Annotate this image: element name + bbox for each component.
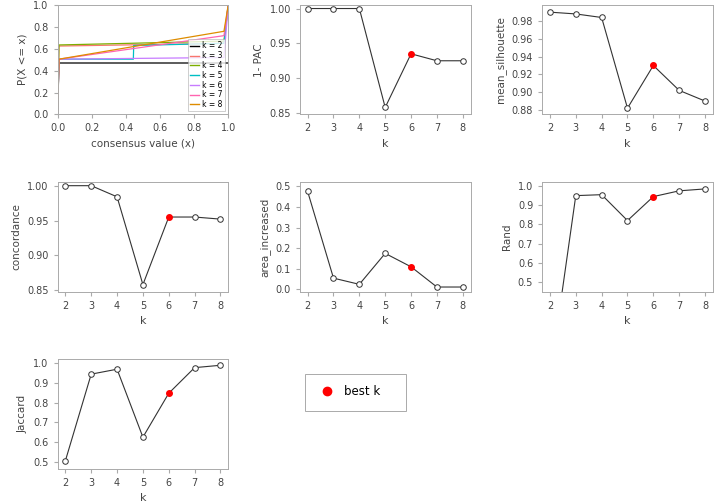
X-axis label: k: k xyxy=(140,493,146,503)
X-axis label: k: k xyxy=(382,316,389,326)
Y-axis label: Rand: Rand xyxy=(503,224,512,250)
X-axis label: k: k xyxy=(624,316,631,326)
Y-axis label: area_increased: area_increased xyxy=(259,197,270,277)
X-axis label: k: k xyxy=(624,139,631,149)
FancyBboxPatch shape xyxy=(305,373,405,411)
X-axis label: k: k xyxy=(140,316,146,326)
Text: best k: best k xyxy=(344,385,380,398)
Y-axis label: P(X <= x): P(X <= x) xyxy=(18,34,27,86)
Y-axis label: concordance: concordance xyxy=(12,204,22,270)
X-axis label: k: k xyxy=(382,139,389,149)
Legend: k = 2, k = 3, k = 4, k = 5, k = 6, k = 7, k = 8: k = 2, k = 3, k = 4, k = 5, k = 6, k = 7… xyxy=(188,39,225,111)
Y-axis label: 1- PAC: 1- PAC xyxy=(254,43,264,77)
X-axis label: consensus value (x): consensus value (x) xyxy=(91,139,195,149)
Y-axis label: mean_silhouette: mean_silhouette xyxy=(495,16,506,103)
Y-axis label: Jaccard: Jaccard xyxy=(18,395,27,433)
